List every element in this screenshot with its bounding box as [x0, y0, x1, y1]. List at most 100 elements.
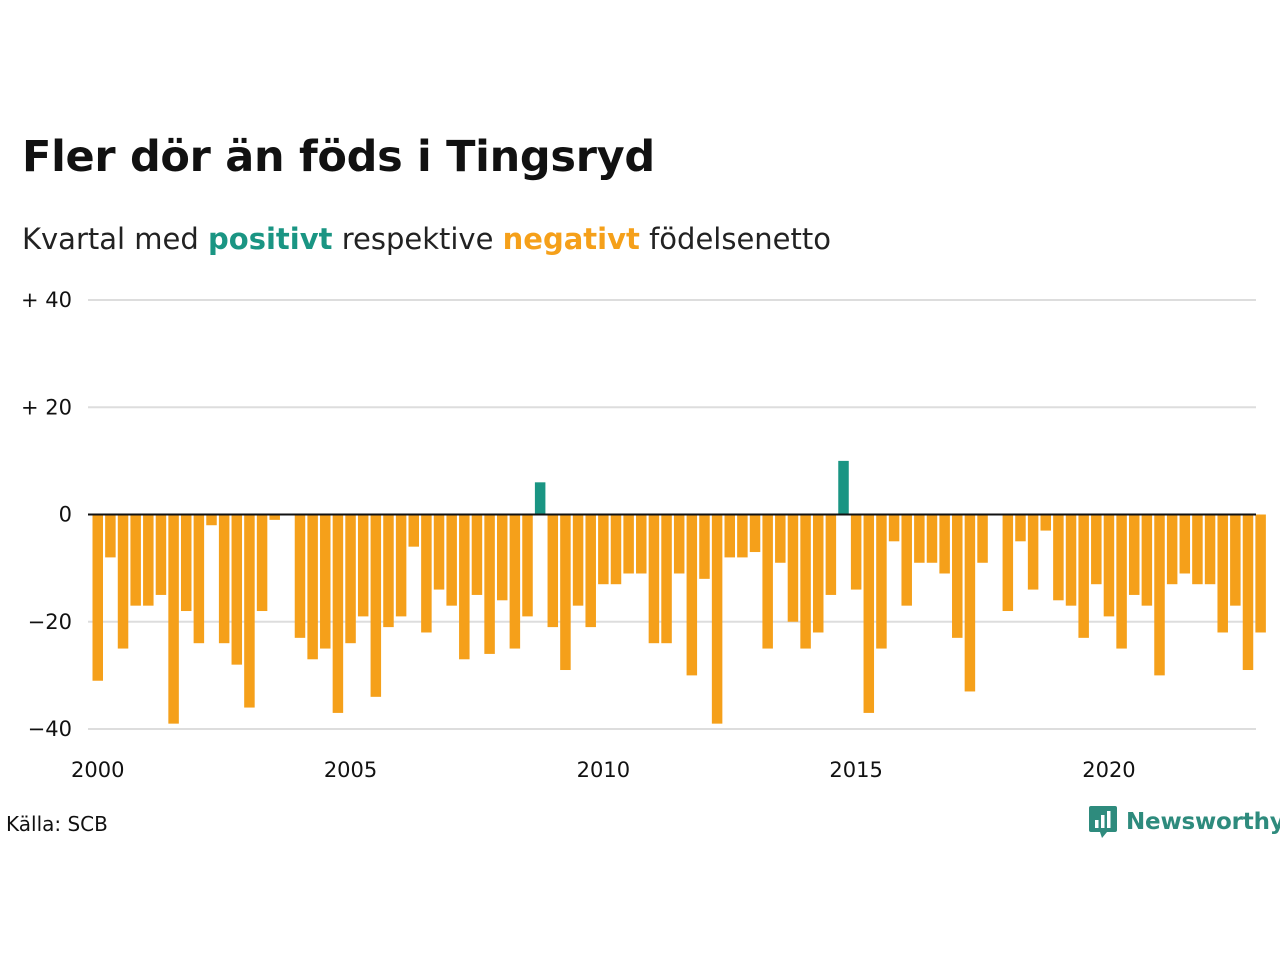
bar	[598, 514, 609, 585]
bar	[876, 514, 887, 649]
bar	[155, 514, 167, 595]
bar	[699, 514, 710, 579]
bar	[180, 514, 192, 612]
bar	[863, 514, 875, 713]
bar	[105, 514, 116, 558]
bar	[509, 514, 521, 649]
chart-subtitle: Kvartal med positivt respektive negativt…	[22, 222, 831, 256]
bar	[1116, 514, 1127, 649]
bar	[357, 514, 369, 617]
bar	[534, 482, 546, 515]
bar	[1065, 514, 1077, 606]
bar	[888, 514, 900, 542]
bar	[130, 514, 141, 606]
y-tick-label: 0	[59, 503, 72, 527]
bar	[206, 514, 217, 526]
subtitle-positive-word: positivt	[208, 222, 333, 256]
subtitle-prefix: Kvartal med	[22, 222, 199, 256]
bar	[1242, 514, 1254, 671]
bar	[914, 514, 925, 563]
bar	[446, 514, 457, 606]
bar	[547, 514, 559, 628]
bar	[332, 514, 344, 713]
bar	[522, 514, 533, 617]
bar	[686, 514, 698, 676]
bar	[926, 514, 938, 563]
bar	[1166, 514, 1178, 585]
bar	[484, 514, 495, 654]
bar	[964, 514, 976, 692]
bar	[762, 514, 773, 649]
bar	[218, 514, 230, 644]
bar	[92, 514, 103, 681]
bar	[636, 514, 647, 574]
bar	[825, 514, 837, 595]
newsworthy-logo-icon	[1089, 806, 1117, 838]
bar	[1230, 514, 1241, 606]
bar	[1217, 514, 1228, 633]
bar	[648, 514, 660, 644]
bar	[244, 514, 255, 708]
bar	[661, 514, 672, 644]
bar	[471, 514, 483, 595]
bar	[1179, 514, 1191, 574]
bar	[1192, 514, 1203, 585]
bar	[673, 514, 685, 574]
bar	[560, 514, 571, 671]
bar	[775, 514, 786, 563]
bar	[1053, 514, 1064, 601]
bar	[901, 514, 912, 606]
bar	[459, 514, 470, 660]
bar	[787, 514, 799, 622]
bar	[421, 514, 432, 633]
subtitle-middle: respektive	[341, 222, 494, 256]
bar	[737, 514, 748, 558]
subtitle-negative-word: negativt	[502, 222, 640, 256]
y-tick-label: −20	[28, 610, 72, 634]
bar	[370, 514, 382, 697]
bar	[1015, 514, 1026, 542]
bar	[1091, 514, 1102, 585]
bar	[307, 514, 318, 660]
x-tick-label: 2000	[71, 758, 124, 782]
brand-logo: Newsworthy	[1088, 804, 1280, 840]
bar	[1103, 514, 1115, 617]
bar	[345, 514, 356, 644]
bar	[711, 514, 723, 724]
x-tick-label: 2005	[324, 758, 377, 782]
bar	[408, 514, 419, 547]
bar	[623, 514, 634, 574]
bar	[433, 514, 445, 590]
y-tick-label: + 20	[21, 395, 72, 419]
bar	[143, 514, 154, 606]
bar	[939, 514, 950, 574]
bar	[800, 514, 811, 649]
bar	[977, 514, 988, 563]
y-tick-label: −40	[28, 717, 72, 741]
source-note: Källa: SCB	[6, 812, 108, 836]
bar	[1128, 514, 1140, 595]
bar	[231, 514, 243, 665]
subtitle-suffix: födelsenetto	[649, 222, 831, 256]
bar	[1027, 514, 1039, 590]
bar	[812, 514, 824, 633]
bar	[496, 514, 508, 601]
bar	[952, 514, 963, 638]
x-tick-label: 2010	[577, 758, 630, 782]
bar	[294, 514, 306, 638]
bar	[395, 514, 407, 617]
chart-title: Fler dör än föds i Tingsryd	[22, 132, 655, 182]
bar	[724, 514, 735, 558]
bar	[168, 514, 179, 724]
bar	[838, 460, 849, 515]
bar	[572, 514, 584, 606]
x-tick-label: 2020	[1082, 758, 1135, 782]
bar	[383, 514, 394, 628]
bar	[585, 514, 596, 628]
x-tick-label: 2015	[829, 758, 882, 782]
bar	[117, 514, 129, 649]
bar	[320, 514, 331, 649]
bar	[1204, 514, 1216, 585]
bar	[193, 514, 205, 644]
